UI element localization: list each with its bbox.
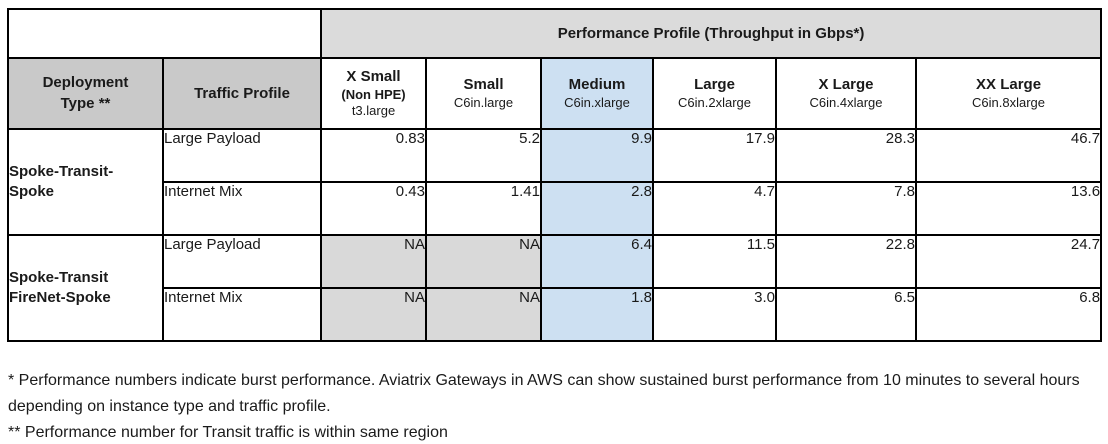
col-header-small: Small C6in.large xyxy=(425,57,542,130)
col-header-x-small: X Small (Non HPE) t3.large xyxy=(320,57,427,130)
col-header-x-small-note: (Non HPE) xyxy=(341,86,406,102)
footnote-burst-performance: * Performance numbers indicate burst per… xyxy=(8,372,1080,415)
value-cell: 6.8 xyxy=(914,287,1103,342)
col-header-xx-large: XX Large C6in.8xlarge xyxy=(914,57,1103,130)
traffic-profile-cell: Large Payload xyxy=(162,128,322,183)
value-cell: 28.3 xyxy=(775,128,917,183)
value-cell-na: NA xyxy=(425,234,542,289)
value-cell: 0.43 xyxy=(320,181,427,236)
value-cell: 4.7 xyxy=(652,181,777,236)
value-cell: 17.9 xyxy=(652,128,777,183)
value-cell: 1.41 xyxy=(425,181,542,236)
value-cell: 46.7 xyxy=(914,128,1103,183)
col-header-x-small-name: X Small xyxy=(346,67,401,85)
footnotes: * Performance numbers indicate burst per… xyxy=(8,368,1104,444)
col-header-x-small-instance: t3.large xyxy=(351,102,396,118)
col-header-large-instance: C6in.2xlarge xyxy=(678,94,751,110)
col-header-medium: Medium C6in.xlarge xyxy=(540,57,654,130)
col-header-small-name: Small xyxy=(463,76,504,93)
value-cell-highlighted: 1.8 xyxy=(540,287,654,342)
value-cell-highlighted: 2.8 xyxy=(540,181,654,236)
value-cell: 11.5 xyxy=(652,234,777,289)
col-header-xx-large-instance: C6in.8xlarge xyxy=(972,94,1046,110)
value-cell-na: NA xyxy=(320,234,427,289)
col-header-small-instance: C6in.large xyxy=(453,94,514,110)
value-cell: 7.8 xyxy=(775,181,917,236)
deployment-type-header: Deployment Type ** xyxy=(7,57,164,130)
value-cell: 22.8 xyxy=(775,234,917,289)
deployment-cell-label: Spoke-Transit-Spoke xyxy=(9,162,114,200)
col-header-x-large-instance: C6in.4xlarge xyxy=(809,94,883,110)
performance-table: Performance Profile (Throughput in Gbps*… xyxy=(7,8,1103,342)
deployment-cell: Spoke-Transit-Spoke xyxy=(7,128,164,236)
value-cell: 0.83 xyxy=(320,128,427,183)
deployment-type-header-label: Deployment Type ** xyxy=(42,74,129,112)
deployment-cell: Spoke-Transit FireNet-Spoke xyxy=(7,234,164,342)
value-cell-highlighted: 9.9 xyxy=(540,128,654,183)
performance-profile-banner: Performance Profile (Throughput in Gbps*… xyxy=(319,8,1103,59)
traffic-profile-cell: Large Payload xyxy=(162,234,322,289)
col-header-medium-name: Medium xyxy=(568,76,626,93)
col-header-medium-instance: C6in.xlarge xyxy=(564,94,630,110)
col-header-large: Large C6in.2xlarge xyxy=(652,57,777,130)
value-cell-na: NA xyxy=(425,287,542,342)
value-cell: 13.6 xyxy=(914,181,1103,236)
blank-corner xyxy=(7,8,322,59)
traffic-profile-cell: Internet Mix xyxy=(162,181,322,236)
col-header-x-large-name: X Large xyxy=(818,76,874,93)
value-cell: 6.5 xyxy=(775,287,917,342)
traffic-profile-cell: Internet Mix xyxy=(162,287,322,342)
col-header-x-large: X Large C6in.4xlarge xyxy=(775,57,917,130)
traffic-profile-header: Traffic Profile xyxy=(162,57,322,130)
value-cell: 3.0 xyxy=(652,287,777,342)
footnote-transit-region: ** Performance number for Transit traffi… xyxy=(8,424,448,441)
value-cell: 5.2 xyxy=(425,128,542,183)
col-header-large-name: Large xyxy=(694,76,735,93)
value-cell-highlighted: 6.4 xyxy=(540,234,654,289)
col-header-xx-large-name: XX Large xyxy=(976,76,1042,93)
deployment-cell-label: Spoke-Transit FireNet-Spoke xyxy=(9,268,111,306)
value-cell: 24.7 xyxy=(914,234,1103,289)
value-cell-na: NA xyxy=(320,287,427,342)
